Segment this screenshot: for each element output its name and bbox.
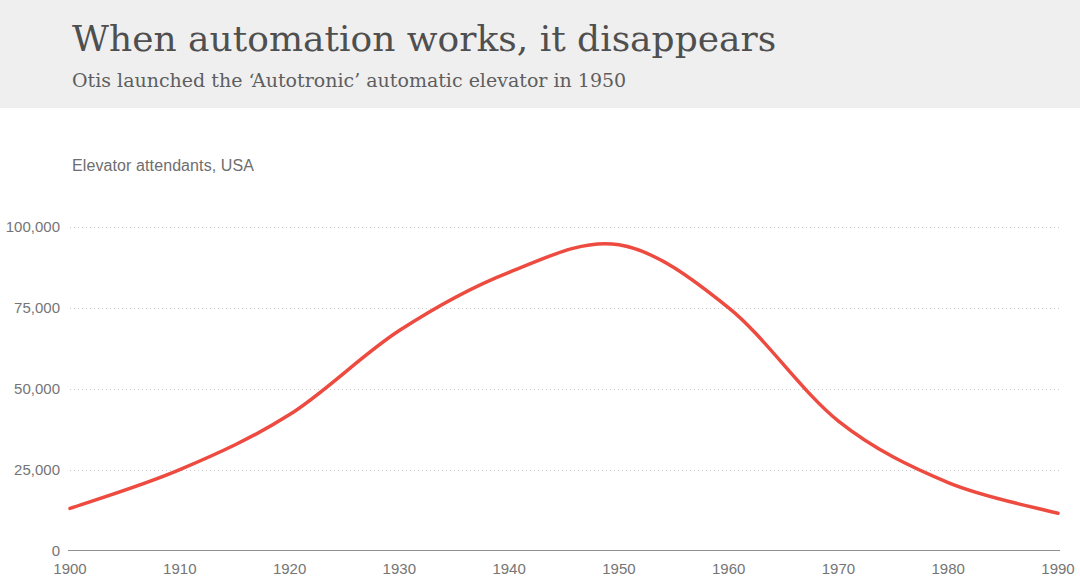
- line-chart-svg: [0, 0, 1080, 587]
- chart-figure: When automation works, it disappears Oti…: [0, 0, 1080, 587]
- line-series: [70, 244, 1058, 514]
